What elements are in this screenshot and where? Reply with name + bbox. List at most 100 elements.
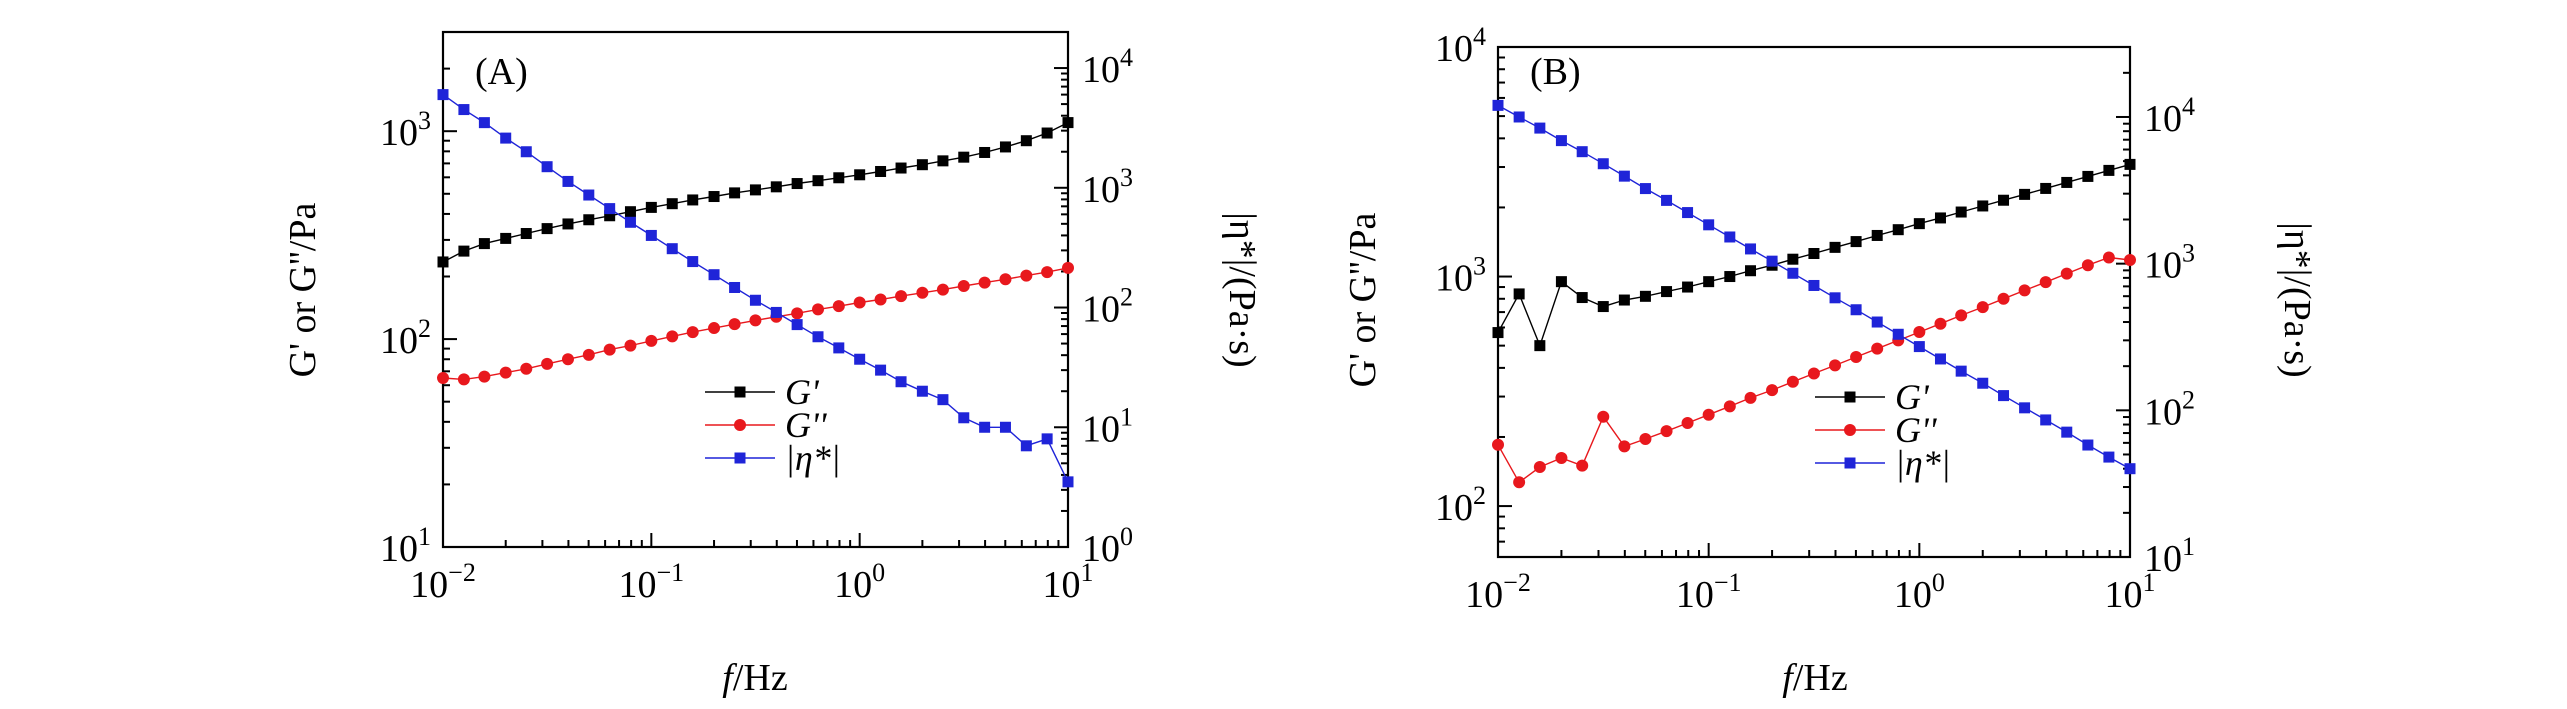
data-point: [749, 314, 762, 327]
legend-entry: G'': [1815, 410, 1938, 450]
data-point: [561, 353, 574, 366]
data-point: [1020, 440, 1032, 452]
data-point: [1829, 241, 1841, 253]
data-point: [458, 245, 470, 257]
legend-label: G': [1895, 377, 1930, 417]
data-point: [1829, 292, 1841, 304]
data-point: [1020, 135, 1032, 147]
series-3: [1492, 99, 2136, 475]
legend-entry: G'': [705, 405, 828, 445]
data-point: [2039, 276, 2052, 289]
x-tick-label: 10−2: [1465, 568, 1531, 616]
data-point: [1703, 219, 1715, 231]
series-layer: [437, 89, 1074, 488]
series-layer: [1492, 99, 2136, 489]
data-point: [1020, 269, 1033, 282]
data-point: [791, 178, 803, 190]
data-point: [541, 223, 553, 235]
data-point: [1913, 326, 1926, 339]
panel-label: (A): [475, 51, 528, 93]
data-point: [1597, 158, 1609, 170]
data-point: [1555, 451, 1568, 464]
data-point: [1871, 316, 1883, 328]
legend-marker: [734, 452, 746, 464]
data-point: [916, 286, 929, 299]
data-point: [2060, 267, 2073, 280]
data-point: [1618, 294, 1630, 306]
data-point: [1576, 292, 1588, 304]
data-point: [812, 175, 824, 187]
data-point: [708, 269, 720, 281]
data-point: [978, 276, 991, 289]
data-point: [749, 184, 761, 196]
data-point: [770, 181, 782, 193]
y-right-tick-label: 104: [2144, 92, 2195, 140]
data-point: [478, 117, 490, 129]
data-point: [457, 373, 470, 386]
data-point: [854, 169, 866, 181]
y-right-tick-label: 103: [1082, 163, 1133, 211]
x-tick-label: 101: [1043, 558, 1094, 606]
data-point: [2040, 182, 2052, 194]
data-point: [1997, 292, 2010, 305]
series-line: [442, 94, 1069, 483]
panel-label: (B): [1530, 51, 1581, 93]
data-point: [1062, 261, 1074, 274]
data-point: [999, 141, 1011, 153]
data-point: [1766, 384, 1779, 397]
data-point: [1660, 425, 1673, 438]
data-point: [2124, 254, 2136, 267]
data-point: [624, 206, 636, 218]
data-point: [687, 194, 699, 206]
data-point: [875, 165, 887, 177]
legend: G'G''|η*|: [1815, 377, 1951, 483]
data-point: [1041, 433, 1053, 445]
data-point: [812, 303, 825, 316]
data-point: [1576, 459, 1589, 472]
axis-ticks: [1497, 46, 2131, 558]
data-point: [958, 412, 970, 424]
data-point: [812, 331, 824, 343]
legend-label: G'': [1895, 410, 1938, 450]
axis-ticks: [442, 31, 1069, 548]
y-right-tick-label: 102: [2144, 385, 2195, 433]
data-point: [1513, 288, 1525, 300]
data-point: [2103, 164, 2115, 176]
legend-marker: [734, 419, 746, 431]
data-point: [1998, 390, 2010, 402]
data-point: [1976, 301, 1989, 314]
data-point: [666, 330, 679, 343]
data-point: [729, 187, 741, 199]
data-point: [437, 256, 449, 268]
data-point: [2019, 402, 2031, 414]
data-point: [1681, 417, 1694, 430]
data-point: [1786, 375, 1799, 388]
data-point: [916, 385, 928, 397]
data-point: [1062, 117, 1074, 129]
data-point: [1913, 341, 1925, 353]
data-point: [583, 214, 595, 226]
data-point: [604, 203, 616, 215]
data-point: [999, 421, 1011, 433]
data-point: [1639, 183, 1651, 195]
legend-entry: G': [705, 372, 820, 412]
data-point: [833, 172, 845, 184]
data-point: [1492, 99, 1504, 111]
data-point: [1702, 408, 1715, 421]
series-1: [437, 117, 1074, 268]
data-point: [562, 175, 574, 187]
data-point: [1639, 290, 1651, 302]
data-point: [895, 290, 908, 303]
data-point: [1062, 476, 1074, 488]
data-point: [458, 104, 470, 116]
data-point: [1892, 224, 1904, 236]
legend-entry: |η*|: [705, 438, 841, 478]
data-point: [2040, 414, 2052, 426]
data-point: [2124, 158, 2136, 170]
data-point: [2081, 259, 2094, 272]
data-point: [2018, 284, 2031, 297]
x-tick-label: 10−1: [618, 558, 684, 606]
legend-label: |η*|: [785, 438, 841, 478]
